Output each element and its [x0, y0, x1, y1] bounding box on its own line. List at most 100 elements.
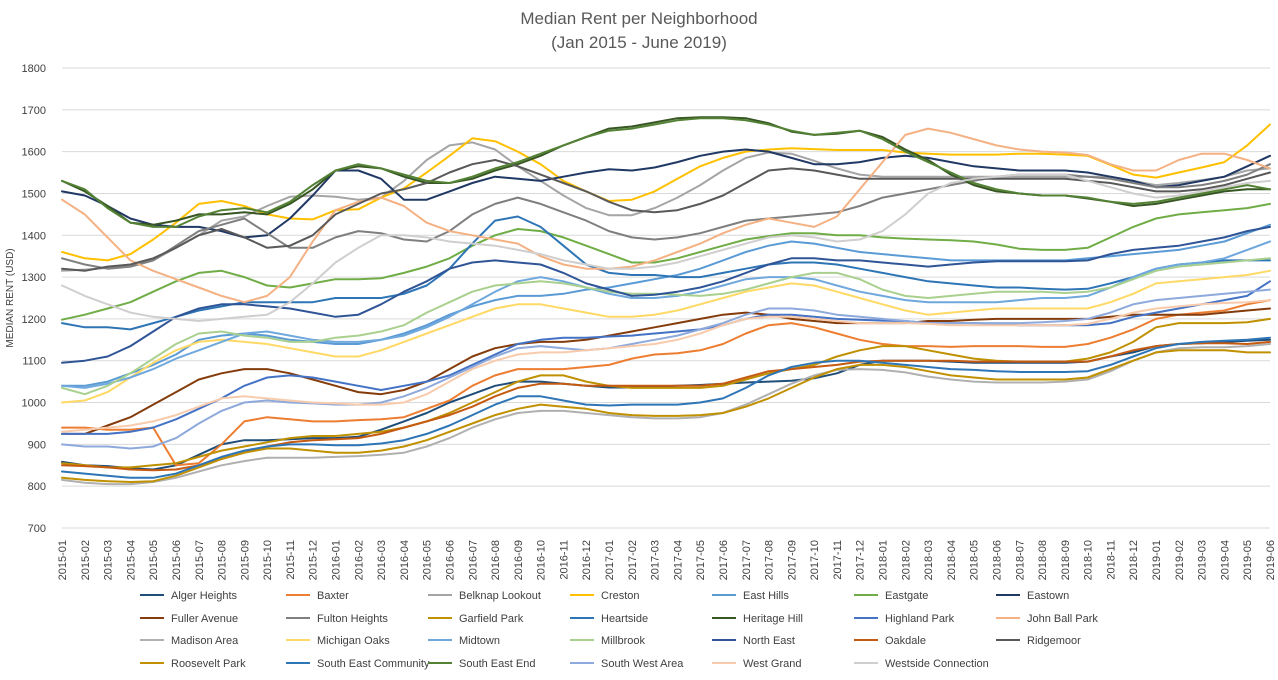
x-tick-label: 2017-06	[718, 540, 730, 580]
series-line-eastown	[61, 148, 1271, 239]
legend-label: Garfield Park	[459, 613, 524, 625]
x-tick-label: 2015-08	[217, 540, 229, 580]
y-tick-label: 900	[28, 439, 46, 451]
y-tick-label: 1700	[22, 105, 46, 117]
legend-label: Roosevelt Park	[171, 658, 246, 670]
legend-item: Belknap Lookout	[428, 590, 541, 602]
series-line-creston	[61, 123, 1271, 262]
series-line-madison-area	[61, 343, 1271, 486]
legend-item: Alger Heights	[140, 590, 238, 602]
legend-label: Ridgemoor	[1027, 635, 1081, 647]
series-line-south-east-community	[61, 336, 1271, 479]
series-line-westside-connection	[61, 173, 1271, 322]
x-tick-label: 2017-01	[604, 540, 616, 580]
legend-item: John Ball Park	[996, 613, 1098, 625]
series-line-midtown	[61, 240, 1271, 389]
legend-item: Fulton Heights	[286, 613, 388, 625]
legend-label: South West Area	[601, 658, 684, 670]
x-tick-label: 2016-02	[353, 540, 365, 580]
series-line-west-grand	[61, 299, 1271, 433]
x-tick-label: 2018-10	[1083, 540, 1095, 580]
series-line-south-west-area	[61, 288, 1271, 450]
y-tick-label: 1000	[22, 398, 46, 410]
legend-item: Roosevelt Park	[140, 658, 246, 670]
legend-label: John Ball Park	[1027, 613, 1098, 625]
legend-item: Midtown	[428, 635, 500, 647]
legend-label: Alger Heights	[171, 590, 238, 602]
x-tick-label: 2018-01	[878, 540, 890, 580]
x-tick-label: 2018-03	[923, 540, 935, 580]
legend-label: Westside Connection	[885, 658, 989, 670]
series-line-ridgemoor	[61, 159, 1271, 272]
legend-item: Eastgate	[854, 590, 928, 602]
legend-item: Garfield Park	[428, 613, 524, 625]
legend-label: South East End	[459, 658, 535, 670]
series-line-michigan-oaks	[61, 269, 1271, 404]
legend-label: Creston	[601, 590, 640, 602]
x-tick-label: 2016-11	[558, 540, 570, 580]
x-tick-label: 2018-09	[1060, 540, 1072, 580]
legend-label: Millbrook	[601, 635, 646, 647]
legend-item: Ridgemoor	[996, 635, 1081, 647]
series-line-roosevelt-park	[61, 349, 1271, 483]
x-tick-label: 2015-05	[148, 540, 160, 580]
legend-label: Heritage Hill	[743, 613, 803, 625]
series-line-eastgate	[61, 202, 1271, 321]
x-tick-label: 2019-01	[1151, 540, 1163, 580]
legend-label: Madison Area	[171, 635, 239, 647]
x-tick-label: 2016-05	[422, 540, 434, 580]
x-tick-label: 2019-06	[1265, 540, 1277, 580]
x-tick-label: 2017-07	[741, 540, 753, 580]
legend-label: Highland Park	[885, 613, 955, 625]
x-tick-label: 2019-05	[1242, 540, 1254, 580]
x-tick-label: 2016-04	[399, 540, 411, 580]
legend-item: South West Area	[570, 658, 684, 670]
series-line-john-ball-park	[61, 127, 1271, 304]
legend-label: Fulton Heights	[317, 613, 388, 625]
legend-label: Baxter	[317, 590, 349, 602]
y-tick-label: 1100	[22, 356, 46, 368]
legend-label: Fuller Avenue	[171, 613, 238, 625]
legend-label: Eastgate	[885, 590, 928, 602]
x-tick-label: 2018-11	[1105, 540, 1117, 580]
legend-item: Madison Area	[140, 635, 239, 647]
series-line-south-east-end	[61, 117, 1271, 228]
series-line-fuller-avenue	[61, 307, 1271, 435]
legend-item: Millbrook	[570, 635, 646, 647]
legend-label: East Hills	[743, 590, 789, 602]
x-tick-label: 2018-06	[991, 540, 1003, 580]
series-line-belknap-lookout	[61, 141, 1271, 272]
legend-label: Eastown	[1027, 590, 1069, 602]
x-tick-label: 2015-01	[57, 540, 69, 580]
legend-label: West Grand	[743, 658, 802, 670]
legend-item: Highland Park	[854, 613, 955, 625]
x-tick-label: 2017-03	[650, 540, 662, 580]
series-line-baxter	[61, 299, 1271, 467]
x-axis-ticks: 2015-01 2015-02 2015-03 2015-04 2015-05 2015-…	[57, 540, 1277, 580]
x-tick-label: 2018-02	[900, 540, 912, 580]
legend-label: Belknap Lookout	[459, 590, 541, 602]
x-tick-label: 2015-02	[80, 540, 92, 580]
x-tick-label: 2018-05	[969, 540, 981, 580]
legend-item: Creston	[570, 590, 640, 602]
x-tick-label: 2016-07	[467, 540, 479, 580]
x-tick-label: 2016-01	[331, 540, 343, 580]
legend-item: Oakdale	[854, 635, 926, 647]
x-tick-label: 2016-03	[376, 540, 388, 580]
y-tick-label: 800	[28, 481, 46, 493]
legend-label: Midtown	[459, 635, 500, 647]
x-tick-label: 2017-10	[809, 540, 821, 580]
x-tick-label: 2015-12	[308, 540, 320, 580]
legend-item: South East End	[428, 658, 535, 670]
y-tick-label: 1600	[22, 147, 46, 159]
series-line-heartside	[61, 215, 1271, 331]
y-tick-label: 1800	[22, 63, 46, 75]
y-axis-label: MEDIAN RENT (USD)	[5, 248, 16, 347]
x-tick-label: 2015-07	[194, 540, 206, 580]
x-tick-label: 2015-03	[103, 540, 115, 580]
x-tick-label: 2016-10	[536, 540, 548, 580]
chart-title: Median Rent per Neighborhood	[520, 9, 757, 28]
x-tick-label: 2015-10	[262, 540, 274, 580]
legend: Alger Heights Baxter Belknap Lookout Cresto…	[140, 590, 1098, 670]
